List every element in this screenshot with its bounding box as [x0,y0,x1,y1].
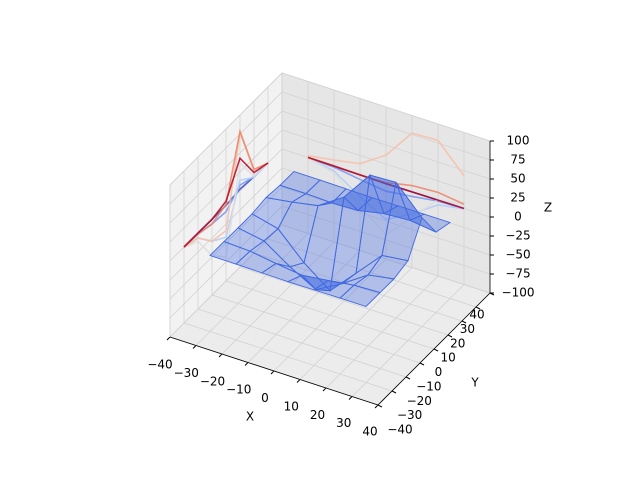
x-tick-label: −10 [226,383,251,397]
x-tick-label: 30 [336,416,351,430]
grid-line [197,308,407,378]
y-tick [447,334,453,338]
left-profile [183,132,269,249]
x-tick [270,370,275,375]
x-tick-label: 0 [261,391,269,405]
y-tick-label: 40 [469,308,484,322]
x-axis-label: X [246,410,254,424]
axis-line [169,336,379,406]
z-tick-label: −75 [505,267,530,281]
x-tick [218,353,223,358]
z-tick-label: 0 [514,210,522,224]
grid-line [281,205,491,275]
grid-line [169,110,283,224]
x-tick [192,345,197,349]
z-tick-label: −25 [505,229,530,243]
x-tick-label: 40 [362,425,377,439]
z-tick-label: −50 [505,248,530,262]
grid-line [169,91,283,205]
grid-line [267,238,477,308]
x-tick [244,362,249,366]
z-axis-label: Z [544,201,552,215]
grid-line [169,186,283,300]
x-tick-label: 20 [310,408,325,422]
y-tick-label: −40 [387,423,412,437]
x-tick [348,396,353,400]
z-tick-label: 25 [510,191,525,205]
grid-line [169,167,283,281]
grid-line [169,129,283,243]
y-tick-label: 20 [450,336,465,350]
x-tick [166,336,171,341]
grid-line [281,186,491,256]
x-tick-label: −40 [147,358,172,372]
y-tick [433,348,439,352]
z-tick-label: 100 [507,134,530,148]
z-tick-label: 75 [510,153,525,167]
grid-line [281,91,491,161]
left-profile [183,161,269,258]
grid-line [169,224,283,338]
z-tick-label: −100 [502,286,535,300]
back-profile [307,132,465,177]
y-tick [475,306,481,310]
x-tick [296,379,301,383]
x-tick-label: −20 [200,374,225,388]
grid-line [211,294,421,364]
surface-patch [339,284,381,308]
x-tick [374,404,379,409]
y-tick [391,390,397,394]
y-tick-label: −30 [397,408,422,422]
y-tick [419,362,425,366]
y-axis-label: Y [470,376,479,390]
grid-line [253,252,463,322]
x-tick-label: −30 [174,366,199,380]
y-tick-label: 0 [435,365,443,379]
back-profile [307,157,465,221]
back-profile [307,156,465,210]
y-tick-label: −20 [407,394,432,408]
grid-line [225,280,435,350]
left-profile [183,156,269,248]
axis-line [377,292,491,406]
grid-line [281,129,491,199]
y-tick [405,376,411,380]
y-tick-label: 30 [460,322,475,336]
grid-line [281,72,491,142]
x-tick-label: 10 [284,399,299,413]
back-profile [307,156,465,210]
y-tick [461,320,467,324]
grid-line [183,322,393,392]
x-tick [322,387,327,392]
z-tick-label: 50 [510,172,525,186]
y-tick-label: 10 [440,351,455,365]
y-tick-label: −10 [416,379,441,393]
grid-line [169,205,283,319]
grid-line [281,224,491,294]
y-tick [377,404,383,408]
grid-line [281,110,491,180]
grid-line [169,72,283,186]
grid-line [239,266,449,336]
